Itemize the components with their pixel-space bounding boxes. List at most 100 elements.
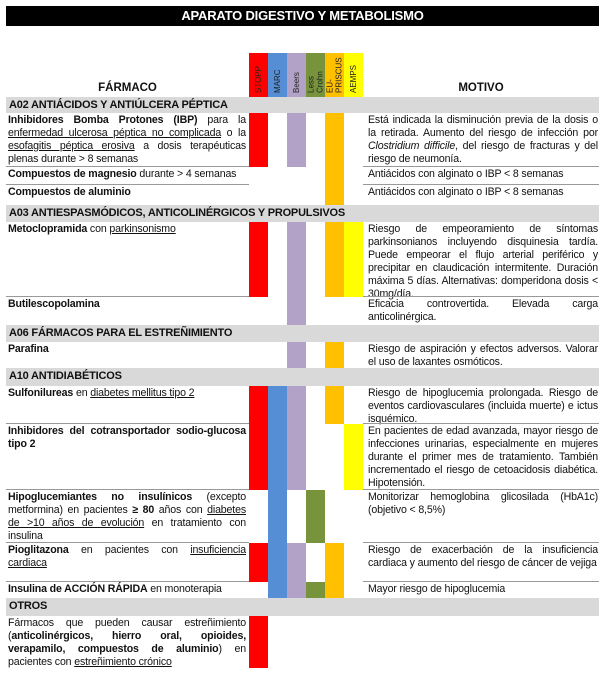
drug-cell: Compuestos de aluminio	[8, 186, 246, 199]
text-segment: Antiácidos con alginato o IBP < 8 semana…	[368, 186, 564, 198]
criteria-flag-less-crohn	[306, 582, 325, 598]
drug-cell: Metoclopramida con parkinsonismo	[8, 223, 246, 236]
criteria-header-less-crohn: Less Crohn	[306, 53, 325, 97]
criteria-table: A02 ANTIÁCIDOS Y ANTIÚLCERA PÉPTICA Inhib…	[0, 97, 605, 668]
row-divider	[6, 296, 249, 297]
text-segment: Riesgo de hipoglucemia prolongada. Riesg…	[368, 387, 598, 425]
criteria-flag-stopp	[249, 386, 268, 424]
text-segment: Parafina	[8, 343, 49, 355]
drug-row: Fármacos que pueden causar estreñimiento…	[0, 616, 605, 668]
text-segment: Metoclopramida	[8, 223, 88, 235]
motivo-cell: Riesgo de hipoglucemia prolongada. Riesg…	[368, 387, 598, 426]
drug-row: Compuestos de aluminio Antiácidos con alg…	[0, 185, 605, 205]
criteria-flag-beers	[287, 582, 306, 598]
text-segment: enfermedad ulcerosa péptica no complicad…	[8, 127, 222, 139]
criteria-flag-stopp	[249, 616, 268, 668]
text-segment: Monitorizar hemoglobina glicosilada (HbA…	[368, 491, 598, 516]
text-segment: Butilescopolamina	[8, 298, 100, 310]
drug-cell: Butilescopolamina	[8, 298, 246, 311]
criteria-flag-beers	[287, 222, 306, 297]
drug-cell: Compuestos de magnesio durante > 4 seman…	[8, 168, 246, 181]
row-divider	[363, 489, 599, 490]
text-segment: en tratamiento con insulina	[8, 517, 246, 542]
text-segment: (excepto metformina) en pacientes	[8, 491, 246, 516]
criteria-header-stopp: STOPP	[249, 53, 268, 97]
text-segment: anticolinérgicos, hierro oral, opioides,…	[8, 630, 246, 655]
criteria-flag-stopp	[249, 543, 268, 582]
criteria-flag-marc	[268, 490, 287, 543]
drug-row: Inhibidores del cotransportador sodio-gl…	[0, 424, 605, 490]
text-segment: ) en pacientes con	[8, 643, 246, 668]
criteria-flag-stopp	[249, 424, 268, 490]
motivo-cell: Riesgo de empeoramiento de síntomas park…	[368, 223, 598, 301]
text-segment: parkinsonismo	[109, 223, 176, 235]
drug-row: Insulina de ACCIÓN RÁPIDA en monoterapia…	[0, 582, 605, 598]
drug-cell: Fármacos que pueden causar estreñimiento…	[8, 617, 246, 669]
criteria-header-eu-priscus: EU-PRISCUS	[325, 53, 344, 97]
row-divider	[363, 423, 599, 424]
column-header-motivo: MOTIVO	[458, 82, 504, 94]
row-divider	[6, 489, 249, 490]
motivo-cell: En pacientes de edad avanzada, mayor rie…	[368, 425, 598, 490]
motivo-cell: Antiácidos con alginato o IBP < 8 semana…	[368, 186, 598, 199]
criteria-flag-eu-priscus	[325, 185, 344, 205]
motivo-cell: Mayor riesgo de hipoglucemia	[368, 583, 598, 596]
row-divider	[363, 581, 599, 582]
section-label: A10 ANTIDIABÉTICOS	[6, 368, 599, 386]
drug-row: Sulfonilureas en diabetes mellitus tipo …	[0, 386, 605, 426]
section-label: OTROS	[6, 598, 599, 616]
criteria-header-aemps: AEMPS	[344, 53, 363, 97]
criteria-flag-beers	[287, 386, 306, 424]
section-header: OTROS	[0, 598, 605, 616]
drug-cell: Sulfonilureas en diabetes mellitus tipo …	[8, 387, 246, 400]
text-segment: ≥ 80	[132, 504, 155, 516]
text-segment: para la	[197, 114, 247, 126]
text-segment: o la	[221, 127, 246, 139]
section-header: A10 ANTIDIABÉTICOS	[0, 368, 605, 386]
criteria-flag-eu-priscus	[325, 342, 344, 368]
criteria-flag-beers	[287, 342, 306, 368]
section-label: A06 FÁRMACOS PARA EL ESTREÑIMIENTO	[6, 325, 599, 342]
section-header: A06 FÁRMACOS PARA EL ESTREÑIMIENTO	[0, 325, 605, 342]
text-segment: Inhibidores Bomba Protones (IBP)	[8, 114, 198, 126]
text-segment: durante > 4 semanas	[136, 168, 237, 180]
text-segment: estreñimiento crónico	[74, 656, 172, 668]
drug-row: Metoclopramida con parkinsonismo Riesgo d…	[0, 222, 605, 300]
text-segment: en	[73, 387, 91, 399]
text-segment: Eficacia controvertida. Elevada carga an…	[368, 298, 598, 323]
text-segment: Insulina de ACCIÓN RÁPIDA	[8, 583, 148, 595]
criteria-flag-eu-priscus	[325, 222, 344, 297]
motivo-cell: Está indicada la disminución previa de l…	[368, 114, 598, 166]
criteria-flag-eu-priscus	[325, 167, 344, 185]
drug-cell: Inhibidores del cotransportador sodio-gl…	[8, 425, 246, 451]
criteria-flag-marc	[268, 424, 287, 490]
text-segment: Antiácidos con alginato o IBP < 8 semana…	[368, 168, 564, 180]
drug-cell: Inhibidores Bomba Protones (IBP) para la…	[8, 114, 246, 166]
text-segment: diabetes mellitus tipo 2	[90, 387, 195, 399]
criteria-flag-less-crohn	[306, 490, 325, 543]
criteria-flag-marc	[268, 386, 287, 424]
text-segment: Pioglitazona	[8, 544, 69, 556]
criteria-flag-aemps	[344, 424, 363, 490]
criteria-flag-beers	[287, 424, 306, 490]
motivo-cell: Monitorizar hemoglobina glicosilada (HbA…	[368, 491, 598, 517]
column-header-farmaco: FÁRMACO	[98, 82, 157, 94]
text-segment: Riesgo de aspiración y efectos adversos.…	[368, 343, 598, 368]
row-divider	[6, 423, 249, 424]
row-divider	[363, 166, 599, 167]
criteria-flag-eu-priscus	[325, 386, 344, 424]
section-label: A03 ANTIESPASMÓDICOS, ANTICOLINÉRGICOS Y…	[6, 205, 599, 222]
row-divider	[6, 581, 249, 582]
text-segment: Hipoglucemiantes no insulínicos	[8, 491, 193, 503]
text-segment: diabetes de >10 años de evolución	[8, 504, 246, 529]
text-segment: Mayor riesgo de hipoglucemia	[368, 583, 506, 595]
row-divider	[363, 542, 599, 543]
criteria-flag-eu-priscus	[325, 582, 344, 598]
criteria-flag-stopp	[249, 222, 268, 297]
criteria-flag-eu-priscus	[325, 113, 344, 167]
motivo-cell: Riesgo de aspiración y efectos adversos.…	[368, 343, 598, 369]
text-segment: , del riesgo de fracturas y del riesgo d…	[368, 140, 598, 165]
motivo-cell: Eficacia controvertida. Elevada carga an…	[368, 298, 598, 324]
text-segment: Compuestos de magnesio	[8, 168, 137, 180]
text-segment: a dosis terapéuticas plenas durante > 8 …	[8, 140, 246, 165]
